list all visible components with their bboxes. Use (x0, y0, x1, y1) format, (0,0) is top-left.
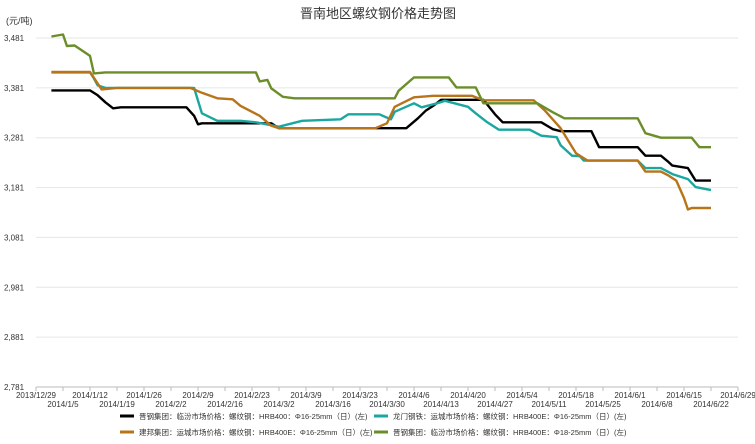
legend-label: 晋钢集团：临汾市场价格：螺纹钢：HRB400E：Φ18-25mm（日）(左) (393, 427, 627, 437)
x-tick-label: 2014/6/1 (614, 391, 646, 400)
x-tick-label: 2014/3/9 (290, 391, 322, 400)
x-tick-label: 2014/2/16 (207, 400, 243, 409)
x-tick-label: 2014/2/2 (155, 400, 187, 409)
gridlines (36, 37, 738, 388)
y-tick-label: 2,781 (4, 383, 25, 392)
x-tick-label: 2014/3/2 (263, 400, 295, 409)
y-tick-label: 3,381 (4, 84, 25, 93)
x-tick-label: 2014/4/27 (477, 400, 513, 409)
y-tick-label: 3,281 (4, 134, 25, 143)
legend-label: 建邦集团：运城市场价格：螺纹钢：HRB400E：Φ16-25mm（日）(左) (139, 427, 373, 437)
y-axis-ticks: 3,481 3,381 3,281 3,181 3,081 2,981 2,881 2,781 (4, 34, 25, 392)
x-tick-label: 2014/3/16 (315, 400, 351, 409)
y-tick-label: 3,081 (4, 233, 25, 242)
x-tick-label: 2014/4/13 (423, 400, 459, 409)
legend: 晋钢集团：临汾市场价格：螺纹钢：HRB400：Φ16-25mm（日）(左) 龙门钢… (120, 411, 627, 437)
x-tick-label: 2014/2/23 (234, 391, 270, 400)
legend-item-1: 晋钢集团：临汾市场价格：螺纹钢：HRB400：Φ16-25mm（日）(左) (120, 411, 368, 421)
x-tick-label: 2014/1/26 (126, 391, 162, 400)
x-tick-label: 2014/6/15 (666, 391, 702, 400)
series-line-2 (51, 71, 712, 192)
x-tick-label: 2014/6/8 (641, 400, 673, 409)
x-tick-label: 2013/12/29 (16, 391, 57, 400)
y-tick-label: 2,881 (4, 333, 25, 342)
legend-item-2: 龙门钢铁：运城市场价格：螺纹钢：HRB400E：Φ16-25mm（日）(左) (374, 411, 627, 421)
x-tick-label: 2014/1/5 (47, 400, 79, 409)
legend-label: 龙门钢铁：运城市场价格：螺纹钢：HRB400E：Φ16-25mm（日）(左) (393, 411, 627, 421)
x-tick-label: 2014/5/11 (532, 400, 568, 409)
x-tick-label: 2014/3/23 (342, 391, 378, 400)
x-tick-label: 2014/5/4 (506, 391, 538, 400)
y-axis-label: (元/吨) (6, 15, 33, 26)
x-tick-label: 2014/5/18 (558, 391, 594, 400)
x-tick-label: 2014/1/19 (99, 400, 135, 409)
x-tick-label: 2014/2/9 (182, 391, 214, 400)
x-tick-label: 2014/4/20 (450, 391, 486, 400)
series-line-4 (51, 33, 711, 149)
y-tick-label: 3,181 (4, 184, 25, 193)
legend-label: 晋钢集团：临汾市场价格：螺纹钢：HRB400：Φ16-25mm（日）(左) (139, 411, 368, 421)
x-tick-label: 2014/4/6 (398, 391, 430, 400)
y-tick-label: 2,981 (4, 283, 25, 292)
y-tick-label: 3,481 (4, 34, 25, 43)
series-line-1 (51, 89, 711, 182)
x-tick-label: 2014/1/12 (72, 391, 108, 400)
x-axis-ticks: 2013/12/29 2014/1/12 2014/1/26 2014/2/9 2014… (16, 387, 755, 409)
series-line-3 (51, 70, 711, 211)
x-tick-label: 2014/3/30 (369, 400, 405, 409)
legend-item-4: 晋钢集团：临汾市场价格：螺纹钢：HRB400E：Φ18-25mm（日）(左) (374, 427, 627, 437)
x-tick-label: 2014/6/29 (720, 391, 755, 400)
series-lines (51, 33, 712, 211)
chart-title: 晋南地区螺纹钢价格走势图 (300, 6, 456, 21)
x-tick-label: 2014/5/25 (585, 400, 621, 409)
legend-item-3: 建邦集团：运城市场价格：螺纹钢：HRB400E：Φ16-25mm（日）(左) (120, 427, 373, 437)
x-tick-label: 2014/6/22 (693, 400, 729, 409)
